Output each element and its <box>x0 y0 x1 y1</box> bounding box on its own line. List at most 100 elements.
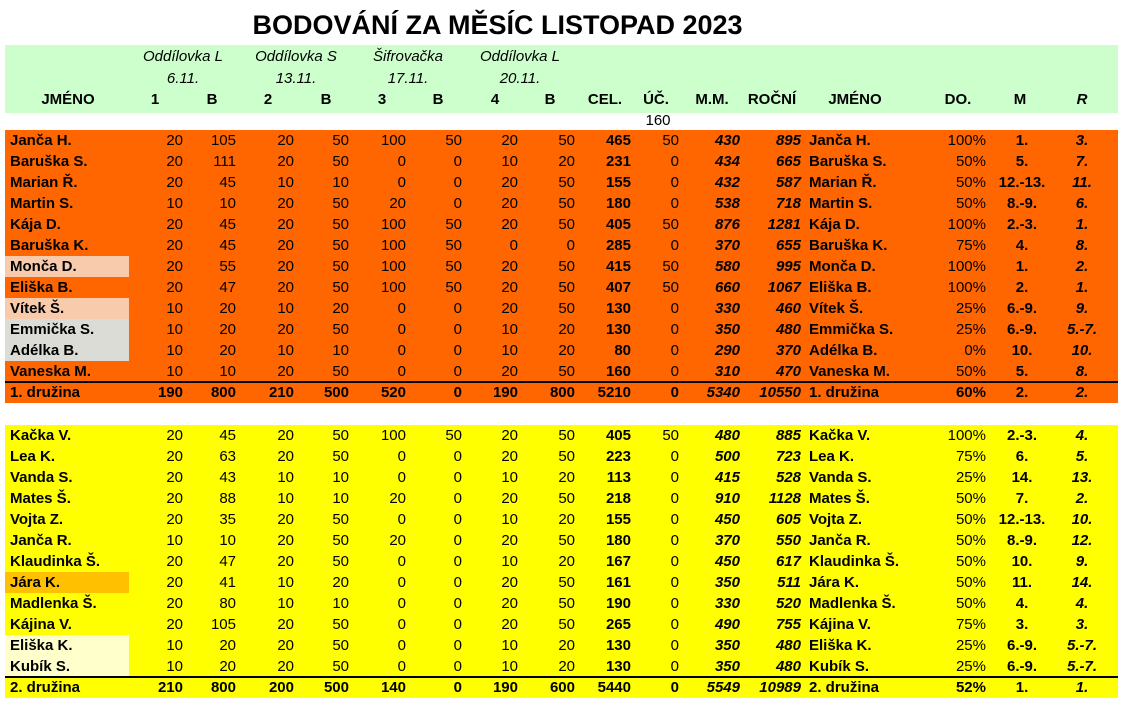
value-cell: 20 <box>219 321 236 338</box>
name-cell: Martin S. <box>10 195 74 212</box>
value-cell: 20 <box>501 574 518 591</box>
value-cell: 10. <box>1011 342 1033 359</box>
value-cell: 0% <box>964 342 986 359</box>
value-cell: 50 <box>332 658 349 675</box>
section-band <box>5 130 1118 403</box>
value-cell: 1067 <box>767 279 801 296</box>
value-cell: 50 <box>558 490 575 507</box>
value-cell: 190 <box>492 384 518 401</box>
name-highlight <box>5 256 129 277</box>
column-header: 4 <box>490 91 500 108</box>
value-cell: 0 <box>453 553 462 570</box>
column-header: JMÉNO <box>41 91 95 108</box>
name-cell: Vaneska M. <box>809 363 890 380</box>
value-cell: 50 <box>558 216 575 233</box>
value-cell: 45 <box>219 237 236 254</box>
value-cell: 3. <box>1015 616 1029 633</box>
value-cell: 1. <box>1075 679 1089 696</box>
value-cell: 10 <box>277 469 294 486</box>
value-cell: 20 <box>558 321 575 338</box>
value-cell: 20 <box>277 511 294 528</box>
value-cell: 9. <box>1075 553 1089 570</box>
value-cell: 350 <box>714 321 740 338</box>
value-cell: 100 <box>380 279 406 296</box>
name-cell: 1. družina <box>10 384 81 401</box>
column-header: CEL. <box>587 91 623 108</box>
value-cell: 8.-9. <box>1006 532 1037 549</box>
value-cell: 50 <box>332 132 349 149</box>
value-cell: 190 <box>157 384 183 401</box>
value-cell: 20 <box>219 637 236 654</box>
column-header: R <box>1076 91 1088 108</box>
name-highlight <box>5 298 129 319</box>
value-cell: 100% <box>947 132 986 149</box>
value-cell: 0 <box>453 616 462 633</box>
name-cell: Baruška S. <box>10 153 88 170</box>
value-cell: 50 <box>558 448 575 465</box>
value-cell: 0 <box>453 174 462 191</box>
value-cell: 200 <box>268 679 294 696</box>
value-cell: 10 <box>219 532 236 549</box>
value-cell: 10 <box>219 195 236 212</box>
name-cell: Vítek Š. <box>809 300 864 317</box>
name-cell: Mates Š. <box>10 490 71 507</box>
value-cell: 407 <box>605 279 631 296</box>
title: BODOVÁNÍ ZA MĚSÍC LISTOPAD 2023 <box>252 10 743 40</box>
value-cell: 10 <box>501 658 518 675</box>
value-cell: 100 <box>380 132 406 149</box>
column-header: JMÉNO <box>828 91 882 108</box>
value-cell: 20 <box>501 595 518 612</box>
value-cell: 20 <box>389 532 406 549</box>
value-cell: 5549 <box>706 679 740 696</box>
value-cell: 50 <box>332 237 349 254</box>
value-cell: 75% <box>955 237 986 254</box>
name-cell: Kája D. <box>809 216 860 233</box>
value-cell: 290 <box>714 342 740 359</box>
value-cell: 20 <box>166 511 183 528</box>
value-cell: 10 <box>501 321 518 338</box>
value-cell: 50% <box>955 153 986 170</box>
event-name: Oddílovka L <box>142 48 224 65</box>
value-cell: 10 <box>166 658 183 675</box>
value-cell: 20 <box>558 511 575 528</box>
value-cell: 580 <box>714 258 740 275</box>
value-cell: 2. <box>1075 490 1089 507</box>
value-cell: 100 <box>380 216 406 233</box>
value-cell: 350 <box>714 637 740 654</box>
value-cell: 210 <box>268 384 294 401</box>
value-cell: 1281 <box>767 216 801 233</box>
value-cell: 0 <box>397 616 406 633</box>
value-cell: 7. <box>1015 490 1029 507</box>
value-cell: 5340 <box>706 384 740 401</box>
value-cell: 50 <box>332 616 349 633</box>
value-cell: 0 <box>397 553 406 570</box>
value-cell: 10 <box>332 595 349 612</box>
value-cell: 180 <box>605 532 631 549</box>
value-cell: 20 <box>277 448 294 465</box>
value-cell: 25% <box>955 300 986 317</box>
value-cell: 210 <box>157 679 183 696</box>
value-cell: 20 <box>166 595 183 612</box>
value-cell: 0 <box>397 174 406 191</box>
value-cell: 0 <box>670 342 679 359</box>
name-highlight <box>5 340 129 361</box>
value-cell: 105 <box>210 616 236 633</box>
value-cell: 50 <box>332 279 349 296</box>
value-cell: 330 <box>714 300 740 317</box>
value-cell: 995 <box>775 258 801 275</box>
value-cell: 0 <box>453 595 462 612</box>
value-cell: 20 <box>166 574 183 591</box>
value-cell: 10 <box>332 174 349 191</box>
value-cell: 50 <box>558 427 575 444</box>
value-cell: 10 <box>166 363 183 380</box>
value-cell: 800 <box>210 679 236 696</box>
value-cell: 190 <box>605 595 631 612</box>
value-cell: 0 <box>453 153 462 170</box>
value-cell: 0 <box>453 637 462 654</box>
value-cell: 910 <box>714 490 740 507</box>
value-cell: 434 <box>714 153 740 170</box>
value-cell: 20 <box>277 258 294 275</box>
value-cell: 50% <box>955 195 986 212</box>
column-header: 1 <box>150 91 160 108</box>
value-cell: 10 <box>501 469 518 486</box>
